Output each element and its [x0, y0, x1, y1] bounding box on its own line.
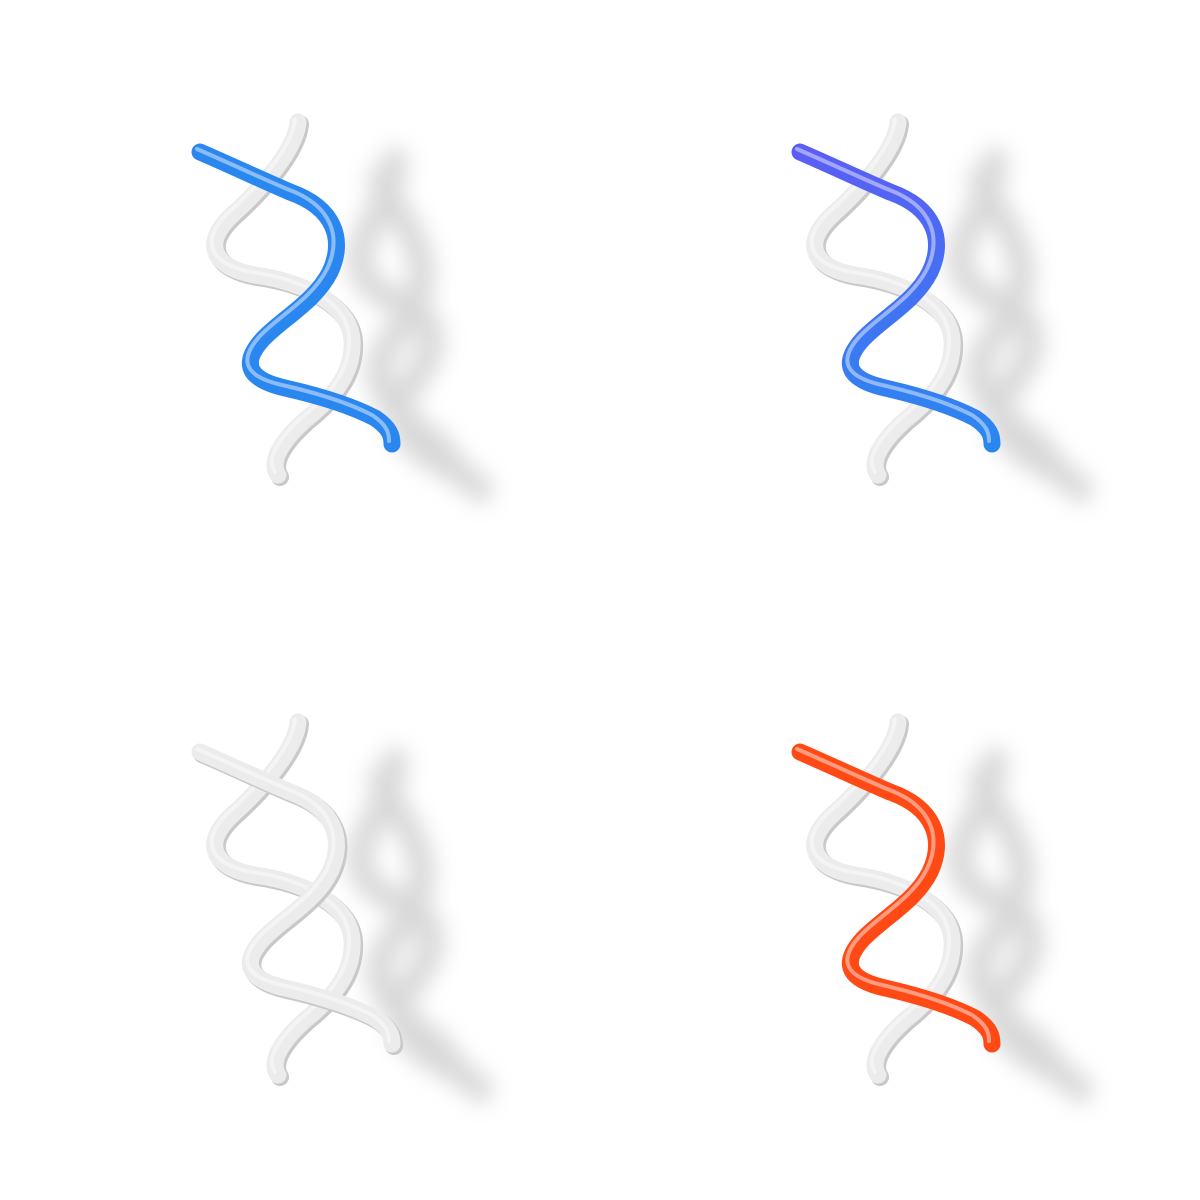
helix-strand-colored	[791, 743, 1001, 1053]
helix-drawing	[191, 113, 493, 503]
helix-drawing	[191, 713, 493, 1103]
dna-helix-blue-icon	[0, 0, 600, 600]
helix-shadow	[946, 147, 1093, 503]
dna-helix-white-icon	[0, 600, 600, 1200]
helix-drawing	[791, 713, 1093, 1103]
helix-strand-colored	[791, 143, 1001, 453]
helix-shadow	[946, 747, 1093, 1103]
helix-strand-colored	[191, 743, 403, 1055]
helix-shadow	[346, 147, 493, 503]
helix-strand-colored	[191, 143, 401, 453]
dna-helix-orange-icon	[600, 600, 1200, 1200]
helix-drawing	[791, 113, 1093, 503]
dna-helix-gradient-icon	[600, 0, 1200, 600]
helix-shadow	[346, 747, 493, 1103]
